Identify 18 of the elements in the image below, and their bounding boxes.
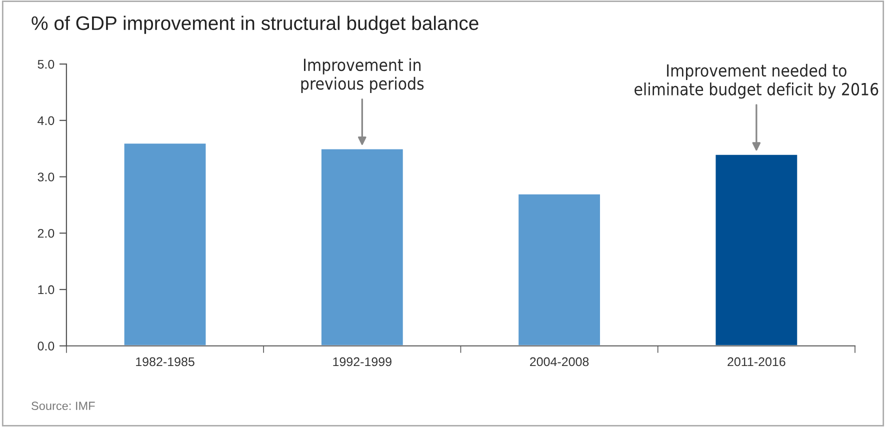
- y-tick-label: 4.0: [38, 116, 54, 126]
- y-tick-label: 1.0: [38, 285, 54, 294]
- x-tick-label: 1982-1985: [136, 357, 194, 366]
- annotation: Improvement in previous periods: [301, 58, 424, 94]
- chart-title: % of GDP improvement in structural budget balance: [32, 16, 478, 34]
- x-tick-label: 2004-2008: [530, 357, 589, 366]
- bar: [320, 148, 404, 346]
- annotation: Improvement needed to eliminate budget deficit by 2016: [634, 64, 878, 99]
- x-tick-label: 2011-2016: [728, 357, 786, 366]
- bar: [714, 154, 799, 346]
- y-tick-label: 5.0: [38, 60, 54, 69]
- y-tick-label: 3.0: [38, 172, 54, 182]
- y-tick-label: 0.0: [38, 342, 54, 351]
- y-tick-label: 2.0: [38, 228, 54, 238]
- bar: [517, 192, 602, 346]
- source-note: Source: IMF: [32, 402, 95, 410]
- x-tick-label: 1992-1999: [333, 357, 392, 366]
- bar: [122, 142, 208, 346]
